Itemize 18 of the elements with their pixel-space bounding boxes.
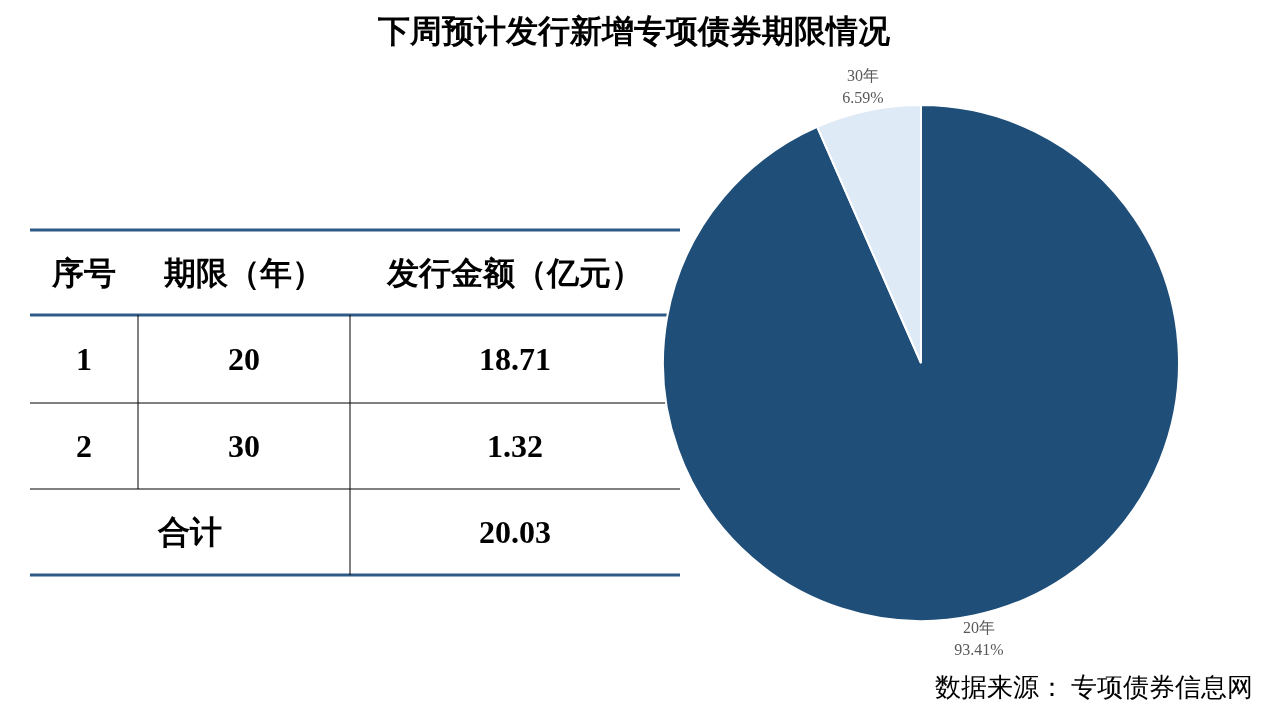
text: 发行金额（亿元） [386,254,643,291]
slice-label: 30年 [847,67,880,85]
slice-label: 20年 [962,618,995,636]
text: 1 [76,341,92,377]
text: 2 [76,428,92,464]
text: 期限（年） [163,254,324,291]
data-label: 6.59% [842,89,884,107]
chart-title: 下周预计发行新增专项债券期限情况 [376,12,891,51]
text: 30 [228,428,260,464]
text: 18.71 [479,341,551,377]
pie-slice [662,104,1180,622]
text: 合计 [157,514,222,550]
text: 1.32 [487,428,543,464]
text: 20.03 [479,514,551,550]
text: 20 [228,341,260,377]
source-note: 数据来源： 专项债券信息网 [934,672,1253,704]
text: 序号 [51,254,116,291]
data-label: 93.41% [954,640,1004,658]
